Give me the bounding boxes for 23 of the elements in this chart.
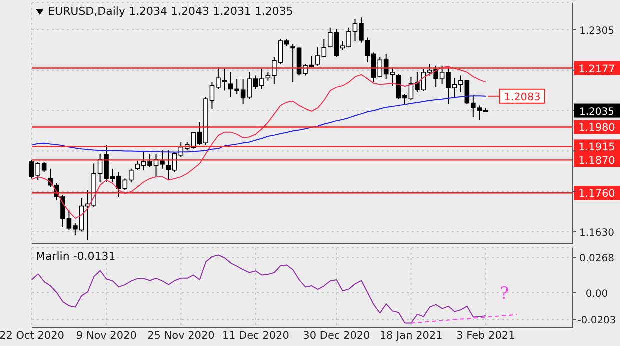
ref-line-label: 1.1980 bbox=[578, 122, 616, 134]
ref-line-label: 1.1870 bbox=[578, 155, 616, 168]
ref-line-label: 1.1915 bbox=[578, 142, 616, 154]
y-tick-label: 1.2035 bbox=[580, 106, 614, 118]
annotation: 1.2083 bbox=[504, 91, 541, 104]
x-tick-label: 3 Feb 2021 bbox=[456, 330, 516, 342]
x-tick-label: 9 Nov 2020 bbox=[76, 330, 137, 342]
line-series bbox=[32, 66, 486, 220]
x-tick-label: 25 Nov 2020 bbox=[148, 330, 215, 342]
y-tick-label: 1.1630 bbox=[580, 228, 614, 240]
x-tick-label: 30 Dec 2020 bbox=[303, 330, 370, 342]
x-tick-label: 22 Oct 2020 bbox=[0, 330, 64, 342]
annotation: ? bbox=[500, 284, 510, 304]
x-tick-label: 11 Dec 2020 bbox=[222, 330, 290, 342]
ref-line-label: 1.2177 bbox=[578, 63, 616, 76]
ref-line-label: 1.1760 bbox=[578, 188, 616, 200]
chart-title: Marlin -0.0131 bbox=[36, 250, 116, 263]
y-tick-label: 0.0268 bbox=[580, 254, 614, 265]
y-tick-label: 0.00 bbox=[586, 289, 608, 300]
y-tick-label: -0.0203 bbox=[578, 316, 616, 327]
x-tick-label: 18 Jan 2021 bbox=[380, 330, 443, 342]
chart-title: EURUSD,Daily 1.2034 1.2043 1.2031 1.2035 bbox=[48, 5, 294, 18]
y-tick-label: 1.2305 bbox=[580, 26, 614, 37]
